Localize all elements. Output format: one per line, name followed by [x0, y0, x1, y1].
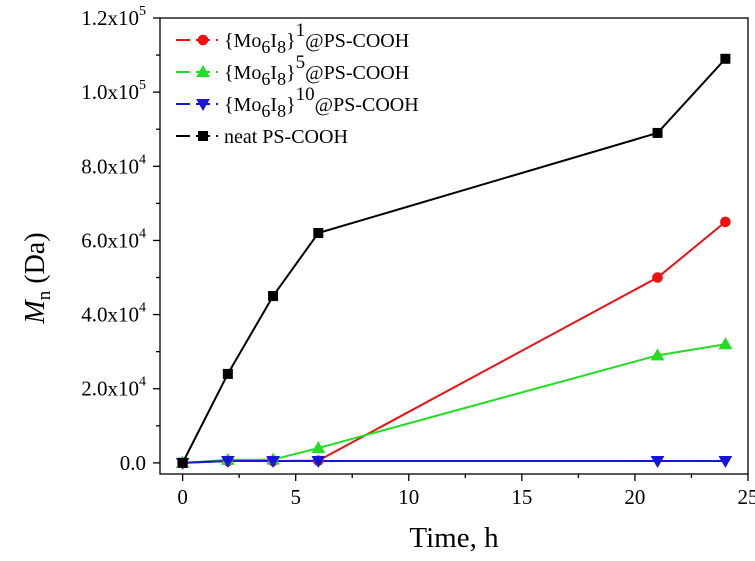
data-point-neat [268, 291, 279, 302]
legend-label-part: I [270, 94, 277, 116]
y-tick-mantissa: 1.2x10 [81, 6, 139, 30]
y-tick-label: 4.0x104 [81, 301, 146, 327]
legend-label-part: {Mo [224, 94, 261, 116]
legend-label-part: I [270, 62, 277, 84]
y-tick-label: 2.0x104 [81, 375, 146, 401]
y-axis-label-subscript: n [34, 290, 55, 300]
y-tick-exponent: 4 [139, 226, 146, 241]
x-tick-label: 0 [177, 485, 188, 509]
legend-label-part: 6 [261, 101, 270, 121]
x-tick-label: 5 [290, 485, 301, 509]
legend-label-mo1: {Mo6I8}1@PS-COOH [224, 20, 409, 57]
data-point-neat [652, 127, 663, 138]
series-line-mo10 [182, 460, 726, 464]
y-tick-label: 1.2x105 [81, 4, 146, 30]
data-point-mo1 [720, 216, 731, 228]
legend-label-part: 8 [277, 101, 286, 121]
y-tick-label: 6.0x104 [81, 226, 146, 252]
legend-marker-neat [198, 131, 208, 141]
legend-label-part: 1 [296, 20, 306, 41]
y-tick-mantissa: 2.0x10 [81, 377, 139, 401]
legend-label-part: @PS-COOH [315, 94, 419, 116]
legend-label-part: 5 [296, 52, 306, 73]
y-tick-exponent: 5 [139, 78, 146, 93]
data-point-mo5 [650, 348, 665, 361]
legend-label-part: } [286, 30, 296, 52]
legend-marker-mo1 [197, 34, 209, 46]
legend-label-neat: neat PS-COOH [224, 126, 348, 148]
data-point-mo10 [311, 456, 326, 469]
y-axis-label-main: M [20, 299, 51, 325]
series-line-mo1 [182, 221, 727, 464]
x-tick-label: 25 [738, 485, 755, 509]
data-point-mo5 [718, 337, 733, 350]
data-point-neat [222, 368, 233, 379]
y-axis-label-unit: (Da) [20, 232, 51, 290]
legend-label-mo10: {Mo6I8}10@PS-COOH [224, 84, 419, 121]
data-point-mo10 [220, 456, 235, 469]
legend-label-part: } [286, 94, 296, 116]
x-tick-label: 20 [624, 485, 645, 509]
y-tick-exponent: 4 [139, 152, 146, 167]
legend: {Mo6I8}1@PS-COOH{Mo6I8}5@PS-COOH{Mo6I8}1… [176, 20, 419, 148]
y-tick-mantissa: 4.0x10 [81, 303, 139, 327]
y-tick-exponent: 4 [139, 375, 146, 390]
y-tick-mantissa: 1.0x10 [81, 80, 139, 104]
legend-marker-mo10 [196, 99, 210, 112]
legend-label-mo5: {Mo6I8}5@PS-COOH [224, 52, 409, 89]
data-point-mo10 [266, 456, 280, 469]
y-tick-mantissa: 6.0x10 [81, 228, 139, 252]
data-point-mo5 [311, 441, 326, 454]
data-point-neat [720, 53, 731, 64]
y-axis-label: Mn (Da) [20, 232, 55, 324]
legend-label-part: 6 [261, 37, 270, 57]
y-tick-label: 1.0x105 [81, 78, 146, 104]
legend-label-part: {Mo [224, 30, 261, 52]
x-axis: 0 5 10 15 20 25 [177, 474, 755, 509]
legend-label-part: I [270, 30, 277, 52]
legend-label-part: @PS-COOH [305, 62, 409, 84]
y-axis: 0.02.0x1044.0x1046.0x1048.0x1041.0x1051.… [81, 4, 160, 475]
y-tick-exponent: 5 [139, 4, 146, 19]
series-markers [175, 53, 733, 470]
data-point-neat [313, 228, 324, 239]
legend-label-part: {Mo [224, 62, 261, 84]
legend-marker-mo5 [196, 64, 210, 77]
legend-label-part: 10 [296, 84, 315, 105]
x-tick-label: 10 [398, 485, 419, 509]
legend-label-part: 8 [277, 69, 286, 89]
y-tick-label: 0.0 [120, 451, 146, 475]
data-point-mo10 [718, 456, 733, 469]
legend-label-part: @PS-COOH [305, 30, 409, 52]
data-point-neat [177, 457, 188, 468]
legend-label-part: 6 [261, 69, 270, 89]
data-point-mo1 [652, 272, 663, 283]
y-tick-label: 8.0x104 [81, 152, 146, 178]
legend-label-part: } [286, 62, 296, 84]
series-line-neat [181, 58, 727, 464]
x-tick-label: 15 [511, 485, 532, 509]
y-tick-exponent: 4 [139, 301, 146, 316]
series-line-mo5 [182, 343, 726, 464]
legend-label-part: 8 [277, 37, 286, 57]
y-tick-mantissa: 8.0x10 [81, 154, 139, 178]
legend-label-part: neat PS-COOH [224, 126, 348, 148]
plot-area-frame [159, 17, 749, 475]
y-tick-mantissa: 0.0 [120, 451, 146, 475]
data-point-mo10 [650, 456, 665, 469]
x-axis-label: Time, h [409, 522, 499, 554]
series-lines [181, 58, 727, 464]
